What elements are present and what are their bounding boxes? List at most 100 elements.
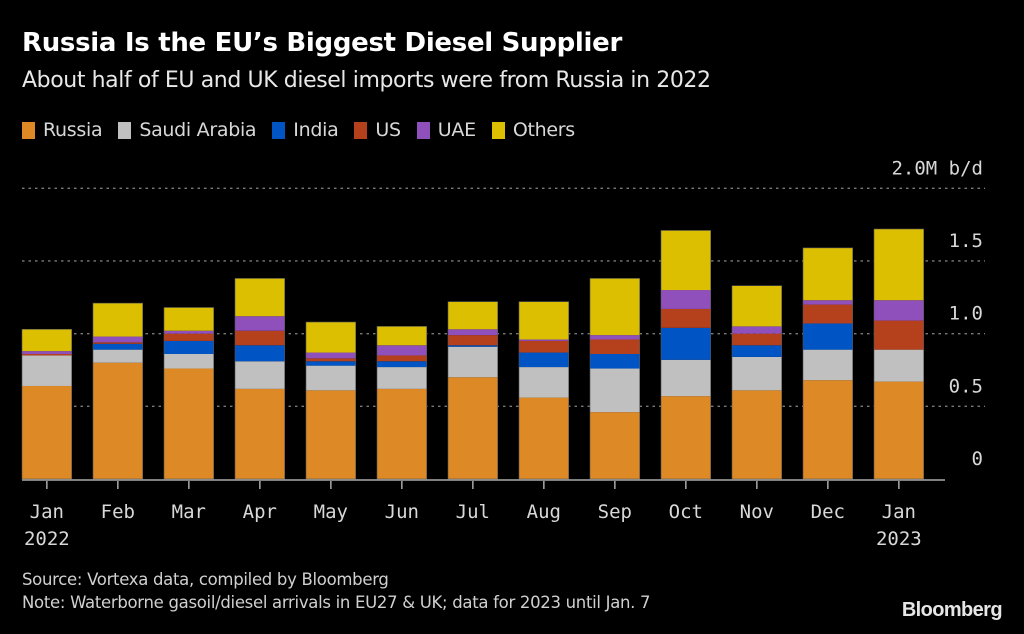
x-tick-label: Jun bbox=[385, 501, 419, 523]
bar-segment-others bbox=[732, 285, 782, 327]
legend-swatch bbox=[491, 121, 505, 139]
bar-segment-saudi-arabia bbox=[93, 349, 143, 363]
bar-segment-us bbox=[874, 320, 924, 350]
legend-item-saudi-arabia: Saudi Arabia bbox=[118, 119, 257, 141]
bloomberg-logo: Bloomberg bbox=[901, 599, 1003, 621]
bar-stack bbox=[376, 326, 428, 480]
bar-segment-india bbox=[803, 323, 853, 350]
x-tick-label: Sep bbox=[598, 501, 632, 523]
bar-outline bbox=[305, 321, 357, 480]
bar-stack bbox=[802, 247, 854, 480]
chart-title: Russia Is the EU’s Biggest Diesel Suppli… bbox=[22, 28, 622, 58]
bar-segment-us bbox=[235, 330, 285, 346]
bar-outline bbox=[234, 278, 286, 480]
legend-label: Russia bbox=[43, 119, 103, 141]
bar-segment-russia bbox=[661, 396, 711, 479]
bar-segment-saudi-arabia bbox=[164, 353, 214, 369]
bar-segment-saudi-arabia bbox=[661, 359, 711, 397]
bar-segment-india bbox=[519, 352, 569, 368]
bar-segment-russia bbox=[377, 388, 427, 479]
bar-outline bbox=[873, 228, 925, 480]
bar-segment-uae bbox=[93, 336, 143, 343]
bar-segment-others bbox=[448, 301, 498, 330]
bar-stack bbox=[163, 307, 215, 480]
bar-segment-uae bbox=[22, 351, 72, 354]
x-tick-label: Dec bbox=[811, 501, 845, 523]
bar-segment-us bbox=[803, 304, 853, 324]
bar-outline bbox=[589, 278, 641, 480]
bar-segment-us bbox=[306, 358, 356, 362]
x-year-label: 2022 bbox=[24, 528, 70, 550]
y-tick-label: 1.0 bbox=[949, 303, 983, 325]
legend-item-india: India bbox=[272, 119, 339, 141]
bar-segment-others bbox=[519, 301, 569, 340]
bar-segment-russia bbox=[519, 397, 569, 479]
bar-stack bbox=[518, 301, 570, 480]
bar-stack bbox=[92, 302, 144, 480]
bar-segment-us bbox=[377, 355, 427, 362]
bar-segment-india bbox=[306, 361, 356, 366]
chart-subtitle: About half of EU and UK diesel imports w… bbox=[22, 68, 711, 93]
bar-segment-saudi-arabia bbox=[306, 365, 356, 391]
legend-item-us: US bbox=[354, 119, 401, 141]
x-year-label: 2023 bbox=[876, 528, 922, 550]
bar-segment-us bbox=[448, 335, 498, 346]
legend-label: Saudi Arabia bbox=[139, 119, 257, 141]
bar-segment-saudi-arabia bbox=[519, 367, 569, 398]
footnote: Note: Waterborne gasoil/diesel arrivals … bbox=[22, 593, 651, 612]
bar-outline bbox=[447, 301, 499, 480]
legend-swatch bbox=[22, 121, 35, 139]
bar-segment-uae bbox=[590, 335, 640, 340]
bar-segment-russia bbox=[306, 390, 356, 479]
bar-segment-saudi-arabia bbox=[235, 361, 285, 389]
bar-segment-others bbox=[377, 326, 427, 346]
y-tick-label: 0 bbox=[972, 448, 983, 470]
stacked-bar-chart: 0 0.5 1.0 1.5 2.0M b/d Jan 2022 Feb Mar Apr May Ju… bbox=[21, 157, 985, 550]
bar-segment-saudi-arabia bbox=[22, 355, 72, 386]
bar-segment-others bbox=[93, 303, 143, 337]
bar-segment-saudi-arabia bbox=[732, 356, 782, 391]
legend-swatch bbox=[354, 121, 368, 139]
legend-swatch bbox=[416, 121, 430, 139]
bar-segment-others bbox=[661, 230, 711, 291]
bar-segment-uae bbox=[874, 300, 924, 321]
bar-segment-uae bbox=[661, 290, 711, 309]
bar-segment-india bbox=[235, 345, 285, 362]
bar-segment-uae bbox=[519, 339, 569, 341]
bar-segment-us bbox=[661, 308, 711, 328]
legend-item-others: Others bbox=[491, 119, 575, 141]
bar-stack bbox=[660, 230, 712, 480]
y-tick-label: 2.0M b/d bbox=[891, 157, 983, 179]
bar-segment-saudi-arabia bbox=[590, 368, 640, 413]
bar-segment-india bbox=[661, 327, 711, 360]
bar-segment-others bbox=[874, 228, 924, 301]
bar-stack bbox=[731, 285, 783, 480]
bar-stack bbox=[21, 328, 73, 480]
bar-segment-others bbox=[803, 247, 853, 301]
bar-segment-uae bbox=[306, 352, 356, 359]
x-tick-label: Jan bbox=[30, 501, 64, 523]
bar-outline bbox=[92, 302, 144, 480]
bar-segment-saudi-arabia bbox=[377, 367, 427, 389]
source-note: Source: Vortexa data, compiled by Bloomb… bbox=[22, 570, 389, 589]
bar-outline bbox=[21, 328, 73, 480]
bar-segment-uae bbox=[164, 330, 214, 334]
y-tick-label: 1.5 bbox=[949, 230, 983, 252]
x-tick-label: Feb bbox=[101, 501, 135, 523]
bar-segment-russia bbox=[164, 368, 214, 479]
bar-segment-saudi-arabia bbox=[448, 346, 498, 378]
bar-segment-russia bbox=[235, 388, 285, 479]
bar-segment-india bbox=[164, 340, 214, 354]
legend: Russia Saudi Arabia India US UAE Others bbox=[22, 119, 591, 141]
x-tick-label: Aug bbox=[527, 501, 561, 523]
bar-segment-russia bbox=[803, 380, 853, 479]
legend-swatch bbox=[272, 121, 286, 139]
legend-item-russia: Russia bbox=[22, 119, 103, 141]
legend-label: US bbox=[375, 119, 401, 141]
legend-label: Others bbox=[512, 119, 575, 141]
legend-item-uae: UAE bbox=[416, 119, 476, 141]
y-tick-label: 0.5 bbox=[949, 375, 983, 397]
x-tick-label: May bbox=[314, 501, 348, 523]
bar-segment-others bbox=[22, 329, 72, 352]
x-tick-label: Nov bbox=[740, 501, 774, 523]
